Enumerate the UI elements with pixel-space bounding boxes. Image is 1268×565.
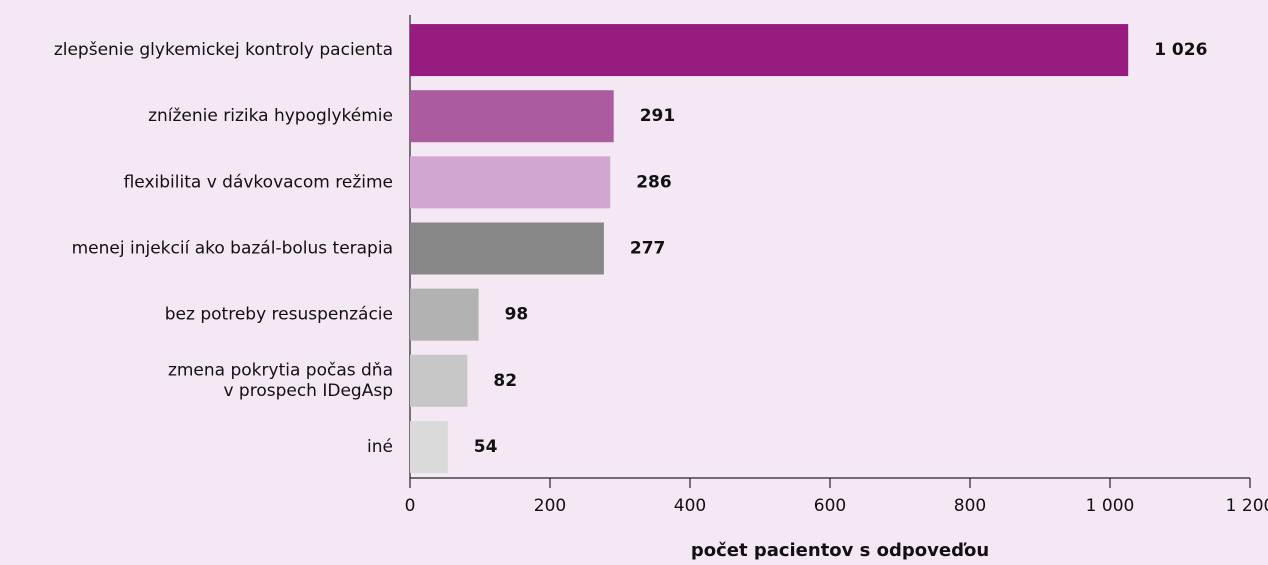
value-label: 1 026: [1154, 40, 1207, 60]
bar: [410, 420, 448, 473]
x-tick-label: 800: [954, 496, 986, 516]
y-tick-label: flexibilita v dávkovacom režime: [124, 172, 393, 192]
x-axis-title: počet pacientov s odpoveďou: [691, 540, 989, 561]
bar: [410, 156, 611, 209]
bar: [410, 24, 1129, 77]
y-tick-label: bez potreby resuspenzácie: [165, 305, 393, 325]
value-label: 82: [493, 371, 517, 391]
bar: [410, 222, 604, 275]
y-tick-label: zlepšenie glykemickej kontroly pacienta: [54, 40, 393, 60]
value-label: 286: [636, 172, 672, 192]
bar: [410, 90, 614, 143]
x-tick-label: 0: [405, 496, 416, 516]
x-tick-label: 1 200: [1226, 496, 1268, 516]
x-tick-label: 200: [534, 496, 566, 516]
y-tick-label: zníženie rizika hypoglykémie: [148, 106, 393, 126]
bar: [410, 354, 468, 407]
x-tick-label: 600: [814, 496, 846, 516]
y-tick-label: menej injekcií ako bazál-bolus terapia: [72, 239, 393, 259]
value-label: 54: [474, 437, 498, 457]
y-tick-label: iné: [367, 437, 393, 457]
value-label: 277: [630, 239, 666, 259]
value-label: 291: [640, 106, 676, 126]
x-tick-label: 1 000: [1086, 496, 1135, 516]
y-tick-label: zmena pokrytia počas dňa v prospech IDegA…: [168, 361, 393, 401]
x-tick-label: 400: [674, 496, 706, 516]
value-label: 98: [505, 305, 529, 325]
bar: [410, 288, 479, 341]
